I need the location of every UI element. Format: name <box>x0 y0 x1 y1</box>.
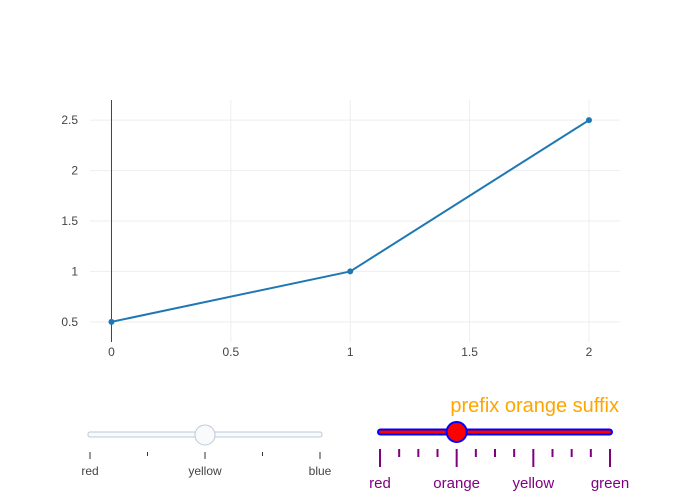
y-tick-label: 0.5 <box>61 315 78 329</box>
data-point[interactable] <box>108 318 115 325</box>
slider-right-handle[interactable] <box>445 421 468 443</box>
current-value-value: orange <box>504 395 568 417</box>
y-tick-label: 2.5 <box>61 113 78 127</box>
grid <box>90 100 620 342</box>
axes: 0 0.5 1 1.5 2 0.5 1 1.5 2 2.5 <box>61 100 593 359</box>
current-value-suffix: suffix <box>567 395 619 417</box>
x-tick-label: 1.5 <box>461 345 478 359</box>
y-tick-label: 2 <box>71 164 78 178</box>
slider-left-handle[interactable] <box>194 424 216 446</box>
data-point[interactable] <box>347 268 354 275</box>
line-chart: 0 0.5 1 1.5 2 0.5 1 1.5 2 2.5 <box>61 100 620 359</box>
x-tick-label: 2 <box>586 345 593 359</box>
slider-right-current-value: prefix orange suffix <box>450 394 619 418</box>
slider-right-step-label[interactable]: green <box>591 475 629 492</box>
y-tick-label: 1 <box>71 264 78 278</box>
x-tick-label: 0.5 <box>223 345 240 359</box>
x-tick-label: 1 <box>347 345 354 359</box>
slider-left-step-label[interactable]: yellow <box>188 464 222 478</box>
slider-right[interactable]: red orange yellow green <box>360 418 630 498</box>
data-point[interactable] <box>585 117 592 124</box>
slider-right-rail[interactable] <box>377 428 613 436</box>
y-tick-label: 1.5 <box>61 214 78 228</box>
slider-left-step-label[interactable]: blue <box>309 464 332 478</box>
trace <box>108 117 592 325</box>
x-tick-label: 0 <box>108 345 115 359</box>
slider-left[interactable]: red yellow blue <box>80 420 340 500</box>
slider-right-step-label[interactable]: yellow <box>512 475 554 492</box>
slider-right-step-label[interactable]: red <box>369 475 391 492</box>
slider-right-step-label[interactable]: orange <box>433 475 480 492</box>
slider-left-step-label[interactable]: red <box>81 464 98 478</box>
current-value-prefix: prefix <box>450 395 505 417</box>
